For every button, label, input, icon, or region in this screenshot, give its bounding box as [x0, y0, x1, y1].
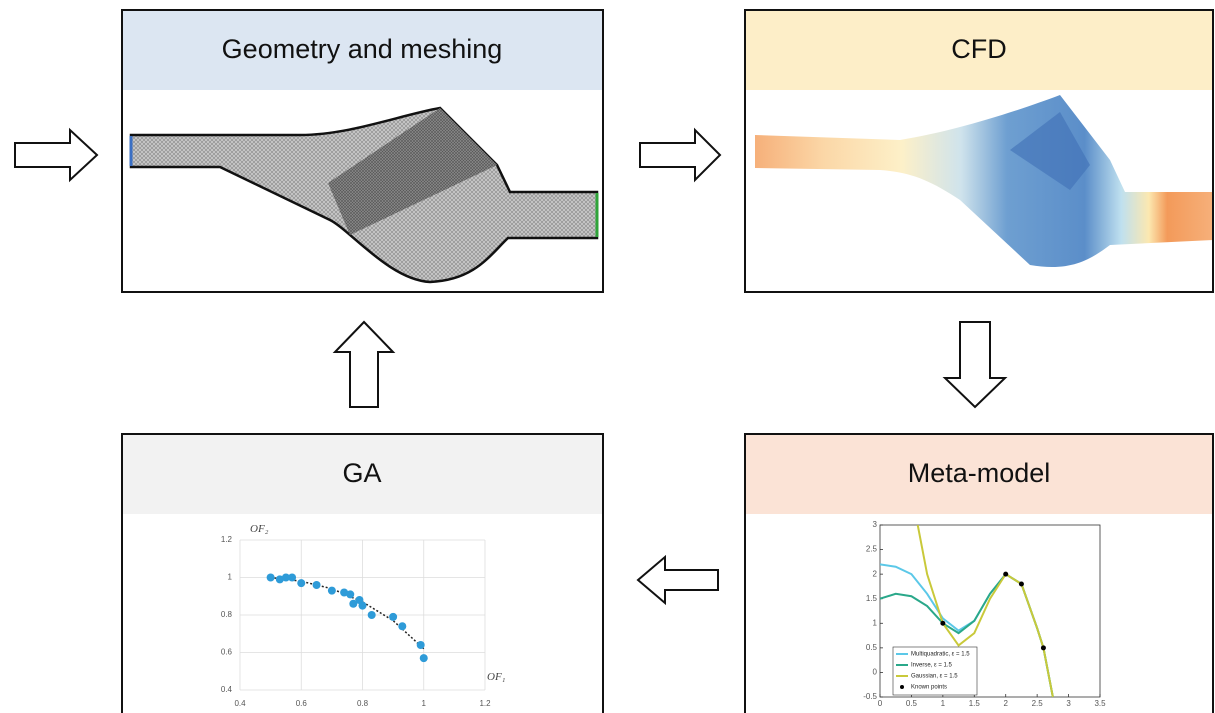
x-tick-label: 0.8	[357, 699, 369, 708]
legend-label: Gaussian, ε = 1.5	[911, 674, 958, 680]
known-point	[940, 621, 945, 626]
y-tick-label: 1.2	[221, 535, 233, 544]
y-tick-label: 3	[873, 520, 878, 529]
ga-plot: 0.4 0.6 0.8 1 1.2 0.4 0.6 0.8 1 1.2 OF₂ OF₁	[221, 523, 506, 708]
legend-swatch	[900, 685, 904, 689]
y-tick-label: 2.5	[866, 545, 878, 554]
y-tick-label: -0.5	[863, 692, 877, 701]
point	[313, 581, 321, 589]
x-tick-label: 0.5	[906, 699, 918, 708]
point	[420, 654, 428, 662]
node-title: Meta-model	[908, 458, 1051, 488]
x-tick-label: 1.5	[969, 699, 981, 708]
y-tick-label: 0	[873, 668, 878, 677]
known-point	[1019, 581, 1024, 586]
legend-label: Inverse, ε = 1.5	[911, 663, 953, 669]
y-axis-label: OF₂	[250, 523, 269, 535]
x-tick-label: 1	[422, 699, 427, 708]
point	[267, 574, 275, 582]
known-point	[1041, 645, 1046, 650]
point	[389, 613, 397, 621]
node-title: CFD	[951, 34, 1007, 64]
x-axis-label: OF₁	[487, 671, 506, 683]
point	[346, 590, 354, 598]
y-tick-label: 0.6	[221, 648, 233, 657]
point	[328, 587, 336, 595]
x-tick-label: 3.5	[1094, 699, 1106, 708]
x-tick-label: 3	[1066, 699, 1071, 708]
node-title: GA	[342, 458, 381, 488]
node-ga: GA 0.4 0.6 0.8 1 1.2 0.4 0.6 0.8 1 1.2 OF₂ OF₁	[122, 434, 603, 713]
x-tick-label: 1	[941, 699, 946, 708]
point	[398, 622, 406, 630]
y-tick-label: 0.5	[866, 643, 878, 652]
x-tick-label: 2.5	[1032, 699, 1044, 708]
arrow-up	[335, 322, 393, 407]
arrow-right	[640, 130, 720, 180]
y-tick-label: 1.5	[866, 594, 878, 603]
x-tick-label: 0.4	[234, 699, 246, 708]
x-tick-label: 0.6	[296, 699, 308, 708]
x-tick-label: 1.2	[479, 699, 491, 708]
y-tick-label: 0.4	[221, 685, 233, 694]
x-tick-label: 0	[878, 699, 883, 708]
point	[288, 574, 296, 582]
node-title: Geometry and meshing	[222, 34, 503, 64]
point	[359, 602, 367, 610]
y-tick-label: 2	[873, 569, 878, 578]
x-tick-label: 2	[1003, 699, 1008, 708]
cfd-contour	[755, 95, 1213, 267]
y-tick-label: 1	[873, 618, 878, 627]
node-geometry: Geometry and meshing	[122, 10, 603, 292]
point	[417, 641, 425, 649]
node-cfd: CFD	[745, 10, 1213, 292]
y-tick-label: 0.8	[221, 610, 233, 619]
known-point	[1003, 572, 1008, 577]
legend-label: Known points	[911, 685, 947, 691]
legend-label: Multiquadratic, ε = 1.5	[911, 652, 970, 658]
arrow-left	[638, 557, 718, 603]
y-tick-label: 1	[228, 573, 233, 582]
diagram: Geometry and meshing CFD GA 0.4 0.6 0.8 1 1.…	[0, 0, 1215, 713]
point	[368, 611, 376, 619]
arrow-down	[945, 322, 1005, 407]
point	[297, 579, 305, 587]
trend-line	[271, 578, 424, 649]
arrow-input	[15, 130, 97, 180]
